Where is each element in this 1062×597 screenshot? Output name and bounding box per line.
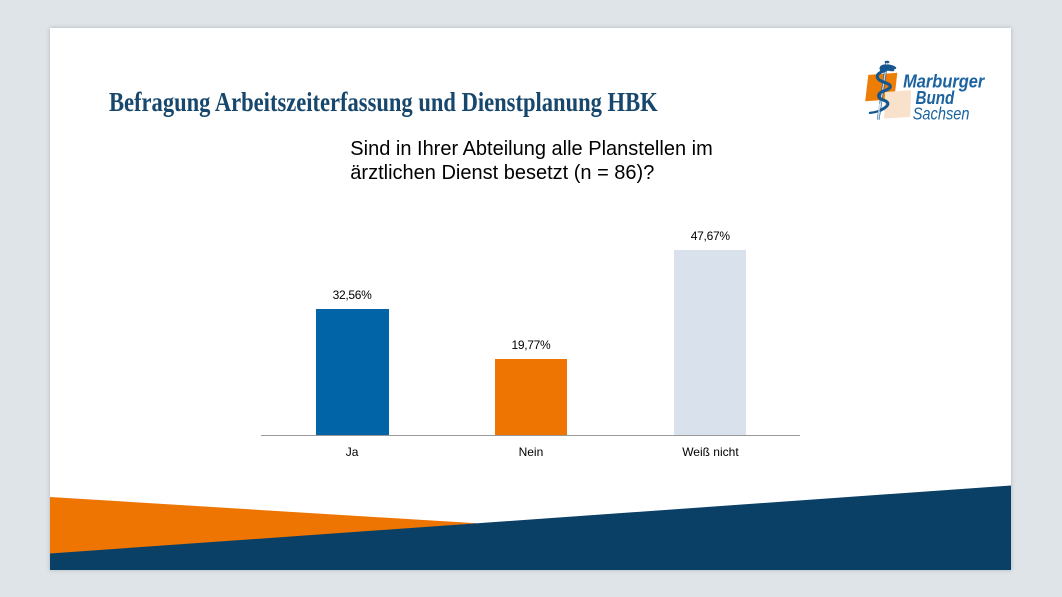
svg-text:Marburger: Marburger (903, 71, 986, 92)
svg-text:Sachsen: Sachsen (913, 104, 970, 124)
svg-text:Bund: Bund (916, 87, 955, 108)
